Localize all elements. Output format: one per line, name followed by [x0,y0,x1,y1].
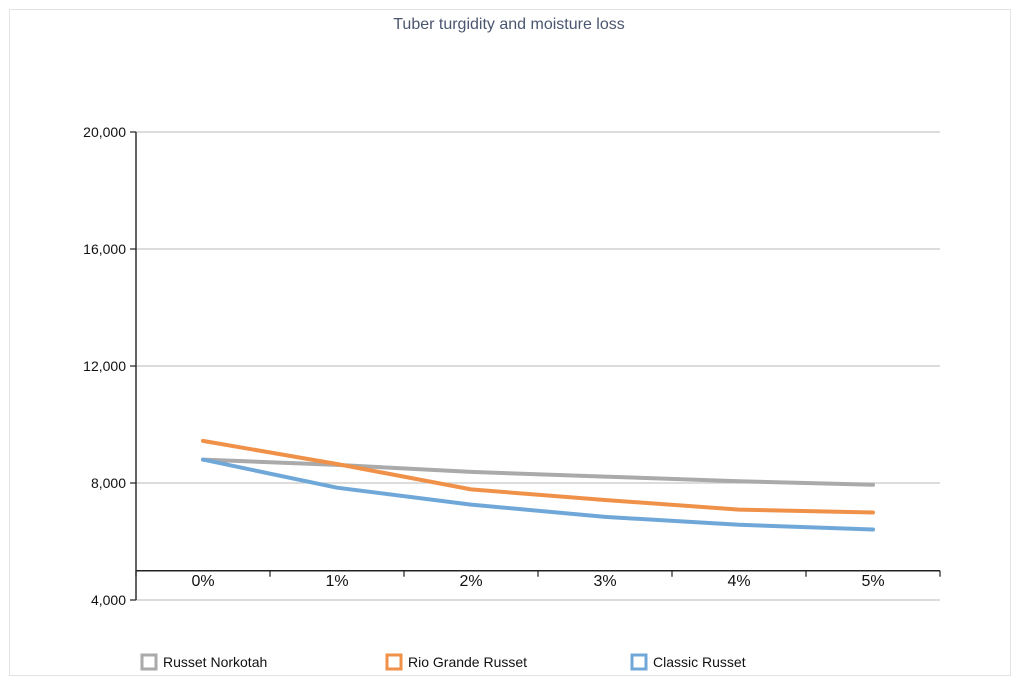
x-tick-label-4: 4% [727,573,750,590]
x-tick-label-1: 1% [325,573,348,590]
x-tick-label-2: 2% [459,573,482,590]
legend-swatch-2 [630,653,648,671]
y-tick-label-0: 4,000 [91,592,126,608]
series-line-2 [201,457,875,532]
legend-item-1[interactable]: Rio Grande Russet [385,653,527,671]
series-line-0 [201,457,875,487]
legend[interactable]: Russet Norkotah Rio Grande Russet Classic … [140,653,746,671]
legend-swatch-0 [140,653,158,671]
chart-frame [9,9,1011,676]
legend-item-0[interactable]: Russet Norkotah [140,653,267,671]
y-tick-label-4: 20,000 [83,124,126,140]
legend-label-1: Rio Grande Russet [408,654,527,670]
y-tick-label-2: 12,000 [83,358,126,374]
legend-swatch-1 [385,653,403,671]
legend-label-0: Russet Norkotah [163,654,267,670]
x-tick-label-3: 3% [593,573,616,590]
y-tick-label-3: 16,000 [83,241,126,257]
series-lines [201,438,875,532]
series-line-1 [201,438,875,515]
gridlines [136,131,940,601]
x-tick-label-5: 5% [861,573,884,590]
chart-title: Tuber turgidity and moisture loss [393,16,625,33]
x-tick-label-0: 0% [191,573,214,590]
legend-item-2[interactable]: Classic Russet [630,653,746,671]
tick-labels: 4,000 8,000 12,000 16,000 20,000 0% 1% 2% 3% 4% 5% [83,124,884,608]
y-tick-label-1: 8,000 [91,475,126,491]
axes [130,131,941,601]
legend-label-2: Classic Russet [653,654,746,670]
